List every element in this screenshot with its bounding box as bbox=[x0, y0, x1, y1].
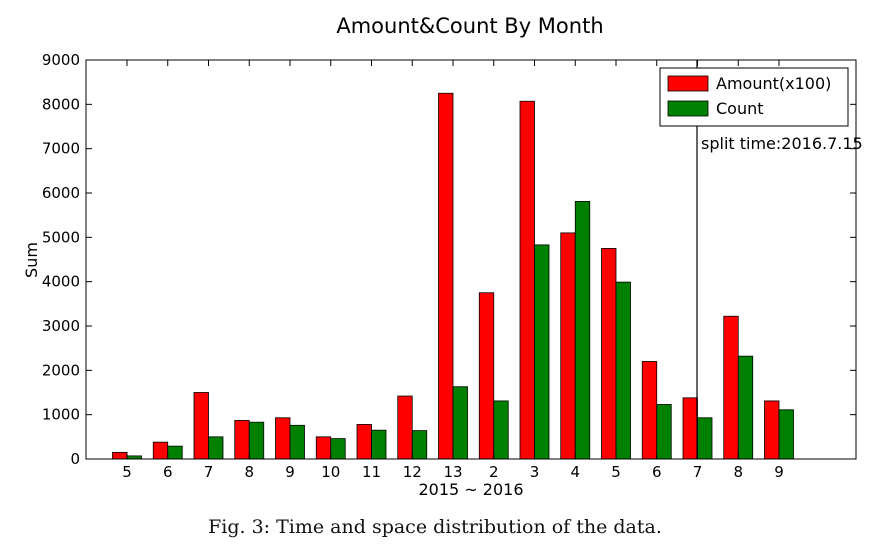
bar-count bbox=[208, 436, 224, 460]
bar-count bbox=[574, 201, 591, 460]
bar-count bbox=[248, 421, 265, 460]
bar-count bbox=[778, 409, 794, 460]
y-tick-label: 8000 bbox=[42, 95, 80, 113]
bar-amount bbox=[601, 248, 617, 460]
x-tick-label: 8 bbox=[733, 463, 743, 481]
bar-amount bbox=[275, 417, 291, 460]
bar-amount bbox=[112, 451, 128, 460]
x-tick-label: 11 bbox=[362, 463, 381, 481]
x-tick-label: 6 bbox=[652, 463, 662, 481]
bar-amount bbox=[397, 395, 413, 460]
bar-count bbox=[615, 281, 631, 460]
bar-amount bbox=[641, 361, 658, 460]
x-tick-label: 9 bbox=[774, 463, 784, 481]
x-tick-label: 9 bbox=[285, 463, 295, 481]
x-tick-label: 13 bbox=[443, 463, 462, 481]
bar-count bbox=[534, 244, 550, 460]
y-tick-label: 5000 bbox=[42, 228, 80, 246]
y-tick-label: 2000 bbox=[42, 361, 80, 379]
bar-amount bbox=[438, 92, 454, 460]
plot-frame bbox=[85, 59, 857, 460]
x-tick-label: 12 bbox=[403, 463, 422, 481]
legend-swatch bbox=[667, 75, 709, 92]
x-axis-ticks: 5 6 7 8 9 10 11 12 13 2 3 4 5 6 7 8 9 bbox=[122, 60, 784, 481]
y-tick-label: 6000 bbox=[42, 184, 80, 202]
x-tick-label: 5 bbox=[122, 463, 132, 481]
bar-count bbox=[697, 417, 713, 460]
bar-amount bbox=[315, 436, 332, 460]
legend: Amount(x100) Count bbox=[659, 67, 849, 127]
x-tick-label: 2 bbox=[489, 463, 499, 481]
x-tick-label: 8 bbox=[244, 463, 254, 481]
y-tick-label: 1000 bbox=[42, 406, 80, 424]
y-tick-label: 9000 bbox=[42, 51, 80, 69]
x-tick-label: 5 bbox=[611, 463, 621, 481]
figure-caption: Fig. 3: Time and space distribution of t… bbox=[208, 516, 662, 538]
bars-group bbox=[112, 92, 794, 460]
bar-amount bbox=[478, 292, 495, 460]
y-tick-label: 3000 bbox=[42, 317, 80, 335]
y-tick-label: 7000 bbox=[42, 140, 80, 158]
chart-title: Amount&Count By Month bbox=[336, 14, 603, 38]
bar-count bbox=[656, 404, 672, 460]
bar-amount bbox=[193, 392, 209, 460]
bar-amount bbox=[764, 400, 780, 460]
bar-amount bbox=[723, 315, 739, 460]
x-tick-label: 6 bbox=[163, 463, 173, 481]
x-tick-label: 7 bbox=[204, 463, 214, 481]
bar-count bbox=[411, 430, 428, 460]
bar-count bbox=[167, 445, 183, 460]
bar-count bbox=[493, 400, 509, 460]
y-tick-label: 4000 bbox=[42, 273, 80, 291]
bar-amount bbox=[682, 397, 698, 460]
x-axis-label: 2015 ~ 2016 bbox=[418, 480, 523, 499]
x-tick-label: 4 bbox=[570, 463, 580, 481]
bar-count bbox=[452, 386, 468, 460]
bar-amount bbox=[519, 100, 535, 460]
split-label: split time:2016.7.15 bbox=[701, 134, 863, 153]
bar-amount bbox=[356, 424, 372, 460]
x-tick-label: 7 bbox=[693, 463, 703, 481]
bar-amount bbox=[560, 232, 576, 460]
y-axis-label: Sum bbox=[22, 242, 41, 278]
bar-count bbox=[330, 438, 346, 460]
y-tick-label: 0 bbox=[70, 450, 80, 468]
legend-swatch bbox=[667, 100, 709, 117]
x-tick-label: 3 bbox=[530, 463, 540, 481]
x-tick-label: 10 bbox=[321, 463, 340, 481]
bar-count bbox=[737, 355, 754, 460]
legend-label: Count bbox=[716, 99, 764, 118]
bar-amount bbox=[234, 420, 250, 460]
y-axis-ticks: 0 1000 2000 3000 4000 5000 6000 7000 8000 9000 bbox=[42, 51, 856, 468]
legend-label: Amount(x100) bbox=[716, 74, 831, 93]
bar-amount bbox=[152, 441, 169, 460]
bar-count bbox=[371, 429, 387, 460]
bar-count bbox=[289, 424, 305, 460]
chart: Amount&Count By Month Sum 2015 ~ 2016 0 1… bbox=[22, 14, 863, 499]
